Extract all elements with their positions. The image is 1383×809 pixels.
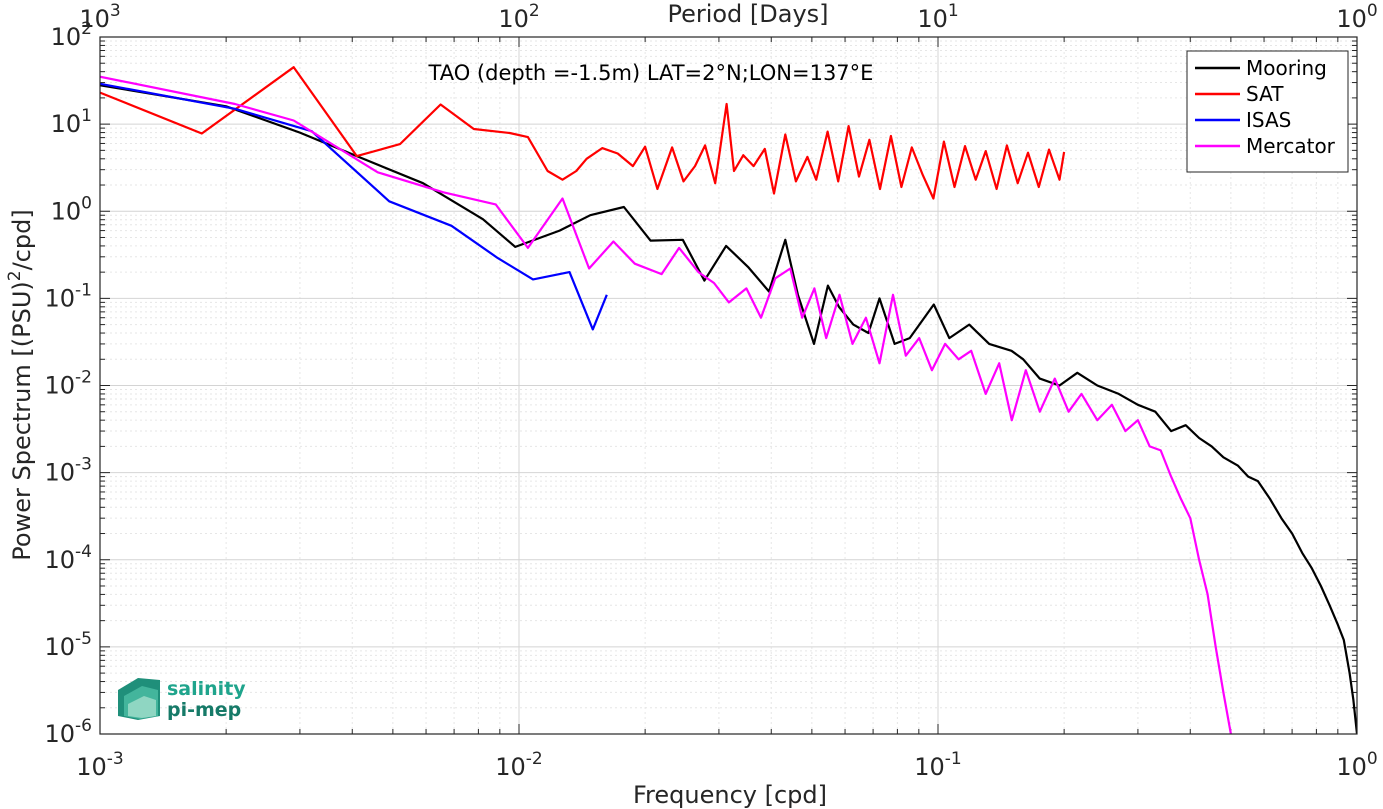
grid bbox=[99, 37, 1357, 735]
y-axis-label: Power Spectrum [(PSU)2/cpd] bbox=[5, 209, 36, 560]
y-tick-label: 101 bbox=[51, 106, 92, 138]
axes-box bbox=[99, 36, 1358, 735]
plot-area bbox=[100, 66, 1357, 734]
top-x-tick-label: 100 bbox=[1336, 1, 1377, 33]
chart-title: TAO (depth =-1.5m) LAT=2°N;LON=137°E bbox=[428, 61, 874, 85]
y-tick-label: 100 bbox=[51, 193, 92, 225]
y-tick-label: 10-4 bbox=[45, 542, 93, 574]
series-line-sat bbox=[100, 66, 1066, 200]
x-tick-label: 100 bbox=[1336, 749, 1377, 781]
x-tick-label: 10-1 bbox=[914, 749, 962, 781]
y-label-main: Power Spectrum [(PSU) bbox=[8, 281, 36, 560]
y-tick-label: 10-5 bbox=[45, 629, 93, 661]
top-x-tick-label: 102 bbox=[498, 1, 539, 33]
top-x-tick-label: 101 bbox=[917, 1, 958, 33]
series-line-mooring bbox=[100, 84, 1357, 734]
top-x-axis-label: Period [Days] bbox=[667, 0, 828, 28]
legend-label-isas: ISAS bbox=[1246, 108, 1291, 132]
x-tick-label: 10-3 bbox=[76, 749, 124, 781]
y-tick-label: 10-6 bbox=[45, 716, 93, 748]
y-tick-label: 10-1 bbox=[45, 280, 93, 312]
salinity-pi-mep-logo: salinity pi-mep bbox=[118, 678, 246, 721]
y-tick-label: 10-2 bbox=[45, 368, 93, 400]
y-label-unit: /cpd] bbox=[8, 209, 36, 270]
logo-text-pi-mep: pi-mep bbox=[167, 699, 241, 721]
legend-label-mooring: Mooring bbox=[1246, 56, 1327, 80]
series-line-isas bbox=[100, 82, 608, 331]
legend-box bbox=[1186, 50, 1349, 173]
y-tick-label: 102 bbox=[51, 19, 92, 51]
logo-text-salinity: salinity bbox=[167, 678, 246, 700]
y-tick-label: 10-3 bbox=[45, 455, 93, 487]
logo-wave-front bbox=[128, 696, 156, 718]
legend-label-mercator: Mercator bbox=[1246, 134, 1336, 158]
y-label-sup: 2 bbox=[5, 270, 25, 281]
x-axis-label: Frequency [cpd] bbox=[633, 781, 827, 809]
top-x-tick-label: 103 bbox=[79, 1, 120, 33]
series-line-mercator bbox=[100, 75, 1232, 734]
legend-label-sat: SAT bbox=[1246, 82, 1284, 106]
x-tick-label: 10-2 bbox=[495, 749, 543, 781]
